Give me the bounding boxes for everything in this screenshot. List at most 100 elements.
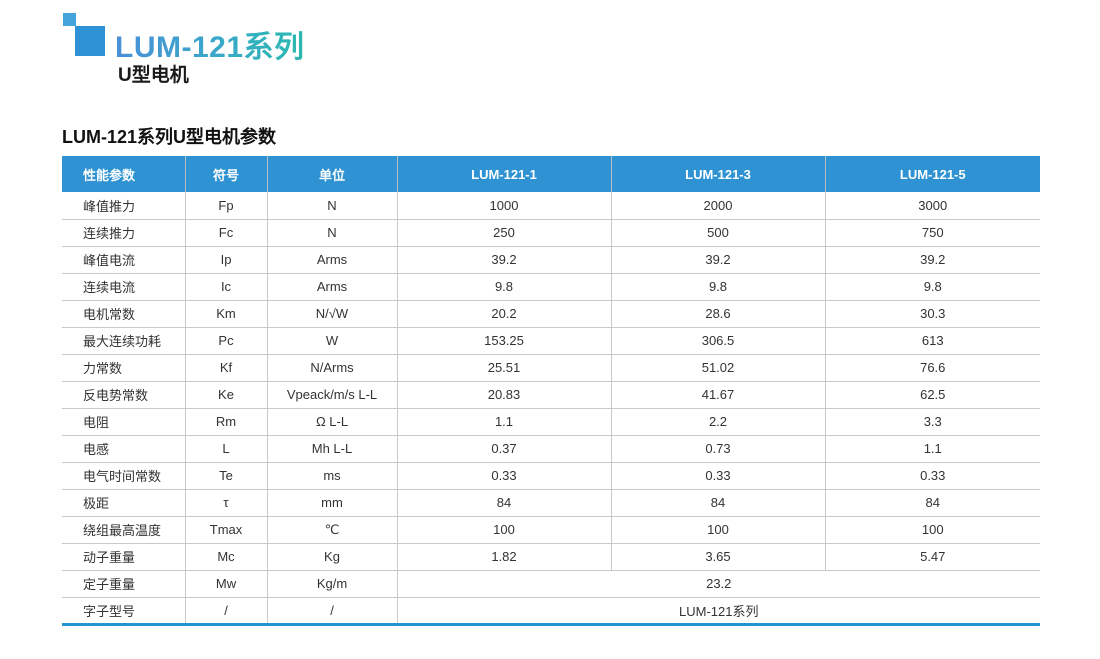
param-cell: 动子重量 <box>62 543 185 571</box>
param-cell: 字子型号 <box>62 597 185 626</box>
value-cell: 84 <box>610 489 825 517</box>
brand-title: LUM-121系列 <box>115 22 305 66</box>
symbol-cell: L <box>184 435 267 463</box>
value-cell: 0.37 <box>396 435 611 463</box>
table-row: 电机常数 Km N/√W 20.2 28.6 30.3 <box>62 300 1040 328</box>
value-cell: 1.82 <box>396 543 611 571</box>
param-cell: 最大连续功耗 <box>62 327 185 355</box>
unit-cell: Arms <box>266 273 397 301</box>
value-cell: 84 <box>824 489 1040 517</box>
unit-cell: / <box>266 597 397 626</box>
table-header: 性能参数 符号 单位 LUM-121-1 LUM-121-3 LUM-121-5 <box>62 156 1040 192</box>
unit-cell: ℃ <box>266 516 397 544</box>
merged-value-cell: 23.2 <box>396 570 1040 598</box>
value-cell: 3000 <box>824 192 1040 220</box>
unit-cell: Ω L-L <box>266 408 397 436</box>
symbol-cell: Mc <box>184 543 267 571</box>
col-header-model-1: LUM-121-1 <box>396 156 611 192</box>
table-row: 力常数 Kf N/Arms 25.51 51.02 76.6 <box>62 354 1040 382</box>
unit-cell: N/Arms <box>266 354 397 382</box>
param-cell: 峰值推力 <box>62 192 185 220</box>
symbol-cell: Kf <box>184 354 267 382</box>
col-header-param: 性能参数 <box>62 156 185 192</box>
unit-cell: mm <box>266 489 397 517</box>
value-cell: 0.73 <box>610 435 825 463</box>
symbol-cell: Ke <box>184 381 267 409</box>
table-row: 字子型号 / / LUM-121系列 <box>62 597 1040 626</box>
value-cell: 9.8 <box>824 273 1040 301</box>
value-cell: 750 <box>824 219 1040 247</box>
unit-cell: Vpeack/m/s L-L <box>266 381 397 409</box>
table-row: 绕组最高温度 Tmax ℃ 100 100 100 <box>62 516 1040 544</box>
value-cell: 62.5 <box>824 381 1040 409</box>
value-cell: 20.2 <box>396 300 611 328</box>
value-cell: 84 <box>396 489 611 517</box>
value-cell: 20.83 <box>396 381 611 409</box>
value-cell: 76.6 <box>824 354 1040 382</box>
value-cell: 306.5 <box>610 327 825 355</box>
value-cell: 3.65 <box>610 543 825 571</box>
unit-cell: Kg/m <box>266 570 397 598</box>
value-cell: 9.8 <box>396 273 611 301</box>
param-cell: 电机常数 <box>62 300 185 328</box>
table-row: 峰值推力 Fp N 1000 2000 3000 <box>62 192 1040 220</box>
symbol-cell: Tmax <box>184 516 267 544</box>
value-cell: 3.3 <box>824 408 1040 436</box>
value-cell: 100 <box>610 516 825 544</box>
table-row: 连续电流 Ic Arms 9.8 9.8 9.8 <box>62 273 1040 301</box>
value-cell: 100 <box>824 516 1040 544</box>
value-cell: 9.8 <box>610 273 825 301</box>
col-header-unit: 单位 <box>266 156 397 192</box>
param-cell: 力常数 <box>62 354 185 382</box>
table-row: 极距 τ mm 84 84 84 <box>62 489 1040 517</box>
symbol-cell: Pc <box>184 327 267 355</box>
parameters-table: 性能参数 符号 单位 LUM-121-1 LUM-121-3 LUM-121-5… <box>62 156 1040 626</box>
symbol-cell: Mw <box>184 570 267 598</box>
table-row: 电阻 Rm Ω L-L 1.1 2.2 3.3 <box>62 408 1040 436</box>
value-cell: 500 <box>610 219 825 247</box>
table-row: 最大连续功耗 Pc W 153.25 306.5 613 <box>62 327 1040 355</box>
param-cell: 电感 <box>62 435 185 463</box>
table-row: 动子重量 Mc Kg 1.82 3.65 5.47 <box>62 543 1040 571</box>
param-cell: 峰值电流 <box>62 246 185 274</box>
value-cell: 2000 <box>610 192 825 220</box>
symbol-cell: Ic <box>184 273 267 301</box>
value-cell: 613 <box>824 327 1040 355</box>
symbol-cell: Rm <box>184 408 267 436</box>
symbol-cell: Fp <box>184 192 267 220</box>
value-cell: 0.33 <box>824 462 1040 490</box>
symbol-cell: Te <box>184 462 267 490</box>
table-header-row: 性能参数 符号 单位 LUM-121-1 LUM-121-3 LUM-121-5 <box>62 156 1040 192</box>
param-cell: 极距 <box>62 489 185 517</box>
unit-cell: Arms <box>266 246 397 274</box>
col-header-model-3: LUM-121-3 <box>610 156 825 192</box>
value-cell: 30.3 <box>824 300 1040 328</box>
table-body: 峰值推力 Fp N 1000 2000 3000 连续推力 Fc N 250 500 750 峰值电流 I… <box>62 192 1040 626</box>
table-row: 电气时间常数 Te ms 0.33 0.33 0.33 <box>62 462 1040 490</box>
value-cell: 51.02 <box>610 354 825 382</box>
symbol-cell: Ip <box>184 246 267 274</box>
symbol-cell: / <box>184 597 267 626</box>
value-cell: 5.47 <box>824 543 1040 571</box>
value-cell: 0.33 <box>610 462 825 490</box>
value-cell: 2.2 <box>610 408 825 436</box>
unit-cell: W <box>266 327 397 355</box>
merged-value-cell: LUM-121系列 <box>396 597 1040 626</box>
value-cell: 1000 <box>396 192 611 220</box>
value-cell: 39.2 <box>610 246 825 274</box>
table-row: 反电势常数 Ke Vpeack/m/s L-L 20.83 41.67 62.5 <box>62 381 1040 409</box>
value-cell: 39.2 <box>396 246 611 274</box>
brand-logo-square-large-icon <box>75 26 105 56</box>
value-cell: 28.6 <box>610 300 825 328</box>
value-cell: 1.1 <box>824 435 1040 463</box>
value-cell: 0.33 <box>396 462 611 490</box>
symbol-cell: τ <box>184 489 267 517</box>
unit-cell: Mh L-L <box>266 435 397 463</box>
brand-subtitle: U型电机 <box>118 65 189 86</box>
table-row: 定子重量 Mw Kg/m 23.2 <box>62 570 1040 598</box>
param-cell: 连续推力 <box>62 219 185 247</box>
param-cell: 反电势常数 <box>62 381 185 409</box>
value-cell: 25.51 <box>396 354 611 382</box>
unit-cell: N <box>266 219 397 247</box>
